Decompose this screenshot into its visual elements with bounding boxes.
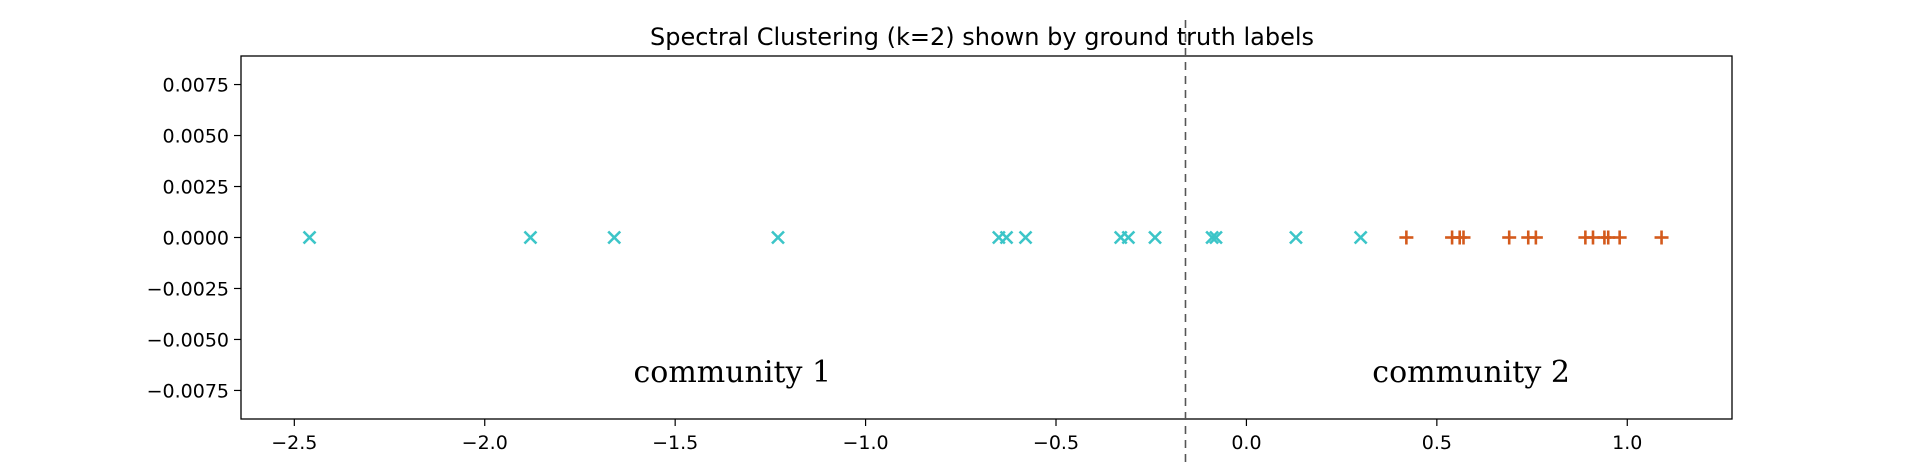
community-label: community 2 [1372,355,1570,390]
x-marker-point [1353,230,1368,245]
x-tick-label: −2.5 [271,432,317,454]
y-tick-label: 0.0025 [163,177,229,199]
x-tick-label: 1.0 [1612,432,1642,454]
x-marker-point [1148,230,1162,245]
x-marker-point [1205,230,1220,245]
x-tick-label: 0.0 [1231,432,1261,454]
plus-marker-point [1399,230,1414,245]
x-marker-point [1121,230,1136,245]
x-tick-label: −0.5 [1033,432,1079,454]
x-marker-point [607,230,622,245]
plus-marker-point [1502,230,1517,245]
x-tick-label: −1.0 [843,432,889,454]
plot-area: −2.5 −2.0 −1.5 −1.0 −0.5 0.0 0.5 1.0 0.0075 0.005… [147,20,1733,464]
x-marker-point [999,230,1014,245]
chart-title: Spectral Clustering (k=2) shown by groun… [650,23,1314,51]
x-tick-label: −2.0 [462,432,508,454]
y-tick-label: −0.0075 [147,380,229,402]
plus-marker-point [1528,230,1543,245]
y-tick-label: −0.0025 [147,278,229,300]
x-marker-point [1289,230,1303,245]
y-tick-label: 0.0075 [163,75,229,97]
x-marker-point [1018,230,1033,245]
plus-marker-point [1612,230,1627,245]
y-tick-label: 0.0000 [163,228,229,250]
y-tick-label: 0.0050 [163,126,229,148]
x-tick-label: 0.5 [1422,432,1452,454]
x-marker-point [523,230,538,245]
y-tick-label: −0.0050 [147,329,229,351]
x-marker-point [302,230,317,245]
plus-marker-point [1654,230,1669,245]
community-label: community 1 [633,355,831,390]
x-marker-point [1209,230,1223,245]
plus-marker-point [1456,230,1471,245]
x-marker-point [771,230,785,245]
x-tick-label: −1.5 [652,432,698,454]
